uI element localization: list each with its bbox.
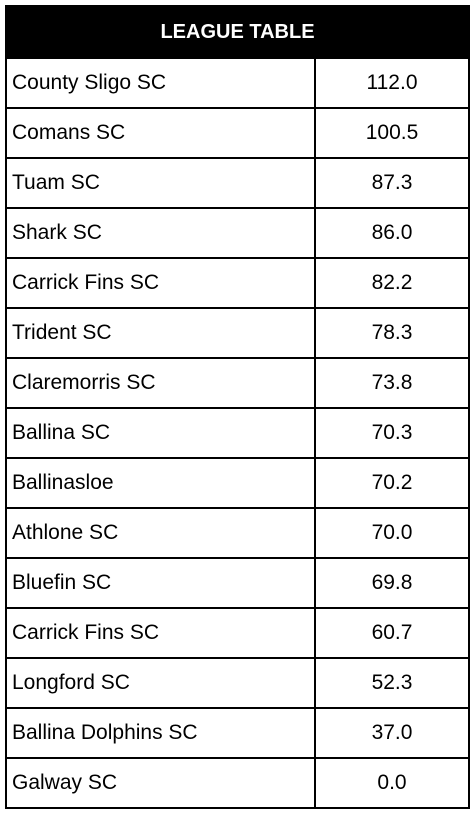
team-name: Ballina SC bbox=[5, 407, 316, 459]
table-row: Ballina Dolphins SC 37.0 bbox=[5, 707, 471, 759]
team-score: 70.0 bbox=[313, 507, 471, 559]
table-row: County Sligo SC 112.0 bbox=[5, 57, 471, 109]
table-row: Carrick Fins SC 82.2 bbox=[5, 257, 471, 309]
table-row: Carrick Fins SC 60.7 bbox=[5, 607, 471, 659]
table-row: Tuam SC 87.3 bbox=[5, 157, 471, 209]
team-name: Carrick Fins SC bbox=[5, 257, 316, 309]
team-score: 78.3 bbox=[313, 307, 471, 359]
table-title: LEAGUE TABLE bbox=[4, 5, 471, 59]
team-score: 60.7 bbox=[313, 607, 471, 659]
table-row: Comans SC 100.5 bbox=[5, 107, 471, 159]
team-score: 69.8 bbox=[313, 557, 471, 609]
team-name: Carrick Fins SC bbox=[5, 607, 316, 659]
team-name: Shark SC bbox=[5, 207, 316, 259]
team-score: 0.0 bbox=[313, 757, 471, 809]
team-score: 73.8 bbox=[313, 357, 471, 409]
table-row: Athlone SC 70.0 bbox=[5, 507, 471, 559]
table-row: Trident SC 78.3 bbox=[5, 307, 471, 359]
team-name: Ballina Dolphins SC bbox=[5, 707, 316, 759]
team-score: 87.3 bbox=[313, 157, 471, 209]
table-row: Claremorris SC 73.8 bbox=[5, 357, 471, 409]
team-score: 112.0 bbox=[313, 57, 471, 109]
table-row: Bluefin SC 69.8 bbox=[5, 557, 471, 609]
team-name: County Sligo SC bbox=[5, 57, 316, 109]
table-row: Shark SC 86.0 bbox=[5, 207, 471, 259]
team-name: Trident SC bbox=[5, 307, 316, 359]
team-name: Athlone SC bbox=[5, 507, 316, 559]
team-name: Bluefin SC bbox=[5, 557, 316, 609]
table-body: County Sligo SC 112.0 Comans SC 100.5 Tuam S… bbox=[5, 57, 471, 809]
team-name: Tuam SC bbox=[5, 157, 316, 209]
table-row: Galway SC 0.0 bbox=[5, 757, 471, 809]
team-name: Galway SC bbox=[5, 757, 316, 809]
team-score: 37.0 bbox=[313, 707, 471, 759]
team-name: Comans SC bbox=[5, 107, 316, 159]
table-head: LEAGUE TABLE bbox=[4, 5, 471, 59]
team-score: 52.3 bbox=[313, 657, 471, 709]
team-name: Claremorris SC bbox=[5, 357, 316, 409]
team-score: 82.2 bbox=[313, 257, 471, 309]
team-score: 70.2 bbox=[313, 457, 471, 509]
table-row: Ballina SC 70.3 bbox=[5, 407, 471, 459]
team-score: 86.0 bbox=[313, 207, 471, 259]
header-row: LEAGUE TABLE bbox=[4, 5, 471, 59]
table-row: Ballinasloe 70.2 bbox=[5, 457, 471, 509]
league-table: LEAGUE TABLE County Sligo SC 112.0 Comans … bbox=[4, 5, 471, 809]
table-row: Longford SC 52.3 bbox=[5, 657, 471, 709]
team-name: Longford SC bbox=[5, 657, 316, 709]
team-score: 100.5 bbox=[313, 107, 471, 159]
team-score: 70.3 bbox=[313, 407, 471, 459]
team-name: Ballinasloe bbox=[5, 457, 316, 509]
